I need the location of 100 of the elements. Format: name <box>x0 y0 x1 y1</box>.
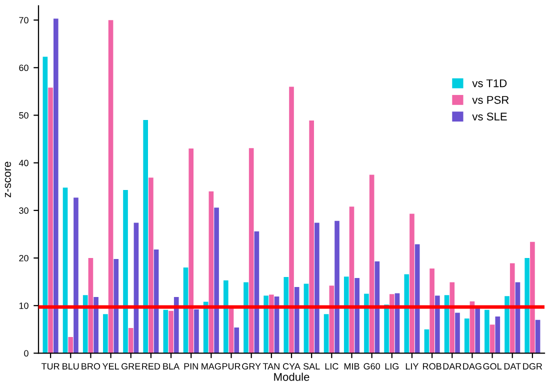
bar <box>289 86 294 354</box>
bar <box>163 310 168 354</box>
bar <box>464 318 470 354</box>
legend-label: vs PSR <box>472 96 509 104</box>
bar <box>148 178 154 354</box>
x-tick-label: PUR <box>222 363 240 370</box>
y-tick-label: 60 <box>19 64 28 72</box>
bar <box>128 328 134 354</box>
bar <box>294 287 300 354</box>
bar <box>208 191 214 354</box>
bar <box>324 314 329 354</box>
bar <box>435 296 440 354</box>
bar <box>248 148 254 354</box>
bar <box>414 244 420 354</box>
bar <box>143 120 148 354</box>
bar <box>42 56 48 354</box>
bar <box>68 337 74 354</box>
bar <box>504 296 510 354</box>
bar <box>450 282 455 354</box>
y-axis-title: z-score <box>4 162 11 198</box>
bar <box>410 214 414 354</box>
y-tick-label: 50 <box>19 112 28 119</box>
bar <box>510 263 515 354</box>
y-tick-label: 20 <box>19 254 28 262</box>
bar <box>334 220 340 354</box>
x-tick-label: RED <box>142 363 160 370</box>
bar <box>475 308 480 354</box>
y-tick-label: 30 <box>19 207 28 214</box>
bar <box>490 324 495 354</box>
x-tick-label: ROB <box>423 363 442 370</box>
bar <box>174 297 179 354</box>
x-tick-label: BLA <box>163 363 180 370</box>
x-tick-label: GRE <box>122 363 140 370</box>
x-tick-label: LIC <box>325 363 338 370</box>
bar <box>168 310 174 354</box>
legend-label: vs T1D <box>472 79 507 88</box>
x-tick-label: TUR <box>41 363 60 370</box>
legend-label: vs SLE <box>472 112 507 120</box>
bar <box>535 320 540 354</box>
bar <box>74 198 78 354</box>
y-tick-label: 40 <box>18 160 28 166</box>
x-tick-label: YEL <box>102 363 120 370</box>
bar <box>269 294 274 354</box>
bar <box>389 294 394 354</box>
y-tick-label: 0 <box>24 350 28 357</box>
x-tick-label: CYA <box>283 363 300 370</box>
bar <box>254 231 260 354</box>
bar <box>384 304 389 354</box>
x-axis-title: Module <box>274 372 310 381</box>
x-tick-label: MAG <box>202 363 221 370</box>
x-tick-label: BRO <box>82 363 100 370</box>
bar <box>404 274 410 354</box>
x-tick-label: SAL <box>303 363 320 370</box>
x-tick-label: BLU <box>62 363 79 370</box>
x-tick-label: G60 <box>364 363 380 370</box>
bar <box>82 295 88 354</box>
bar <box>194 309 199 354</box>
bar <box>108 20 114 354</box>
bar <box>354 278 360 354</box>
bar <box>94 297 98 354</box>
bar <box>114 258 119 354</box>
bar <box>264 296 268 354</box>
bar <box>364 294 369 354</box>
x-tick-label: DAR <box>443 363 462 370</box>
bar <box>424 329 430 354</box>
bar <box>329 286 334 354</box>
bar <box>455 312 460 354</box>
bar <box>309 120 314 354</box>
bar <box>349 206 354 354</box>
bar <box>103 314 108 354</box>
bar <box>344 276 349 354</box>
x-tick-label: GOL <box>483 363 502 370</box>
bar <box>154 249 159 354</box>
bar <box>234 327 240 354</box>
x-tick-label: LIG <box>385 363 398 370</box>
y-tick-label: 10 <box>19 302 28 309</box>
bar <box>224 280 228 354</box>
bar <box>484 310 490 354</box>
bar <box>53 18 58 354</box>
bar <box>244 282 248 354</box>
x-tick-label: GRY <box>242 363 261 370</box>
bar <box>369 174 374 354</box>
x-tick-label: DAG <box>463 363 482 370</box>
bar <box>530 242 535 354</box>
bar <box>495 316 500 354</box>
x-tick-label: TAN <box>262 363 280 370</box>
x-tick-label: DAT <box>504 363 521 370</box>
bar <box>284 277 289 354</box>
x-tick-label: PIN <box>184 363 198 370</box>
bar <box>314 222 320 354</box>
bar <box>524 258 530 354</box>
x-tick-label: DGR <box>523 363 542 370</box>
x-tick-label: MIB <box>344 363 360 370</box>
bar <box>214 208 219 354</box>
bar <box>123 190 128 354</box>
bar <box>48 88 53 354</box>
bar <box>62 188 68 354</box>
x-tick-label: LIY <box>406 363 419 370</box>
bar <box>134 222 139 354</box>
bar <box>430 268 434 354</box>
